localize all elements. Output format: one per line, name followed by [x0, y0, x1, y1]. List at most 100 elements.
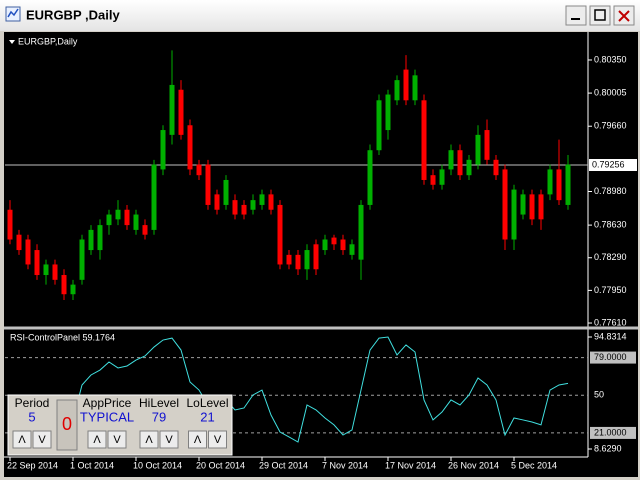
candle-body	[349, 244, 355, 255]
button-label: V	[165, 434, 173, 446]
candle-body	[61, 275, 67, 295]
candle-body	[565, 164, 571, 205]
level-label: 50	[594, 390, 604, 400]
price-tick-label: 0.77610	[594, 317, 627, 327]
chart-menu-arrow[interactable]	[9, 40, 15, 44]
candle-body	[115, 209, 121, 220]
candle-body	[493, 159, 499, 176]
current-price-label: 0.79256	[592, 159, 625, 169]
field-label: LoLevel	[186, 396, 228, 410]
candle-body	[502, 169, 508, 240]
close-button[interactable]	[613, 5, 635, 26]
candle-body	[160, 130, 166, 170]
candle-body	[385, 94, 391, 131]
down-button[interactable]: V	[208, 430, 227, 449]
button-face	[12, 430, 32, 449]
time-tick-label: 22 Sep 2014	[7, 460, 58, 470]
rsi-tick-label: 8.6290	[594, 443, 622, 453]
candle-body	[484, 130, 490, 160]
time-tick-label: 26 Nov 2014	[448, 460, 499, 470]
title-bar	[0, 0, 640, 31]
candle-body	[34, 250, 40, 276]
level-label-box	[590, 351, 636, 364]
time-tick-label: 5 Dec 2014	[511, 460, 557, 470]
candle-body	[124, 209, 130, 226]
candle-body	[286, 254, 292, 265]
chart-symbol: EURGBP,Daily	[18, 36, 78, 46]
time-tick-label: 10 Oct 2014	[133, 460, 182, 470]
axes: 0.80350 0.80005 0.79660 0.78980 0.78630 0.782…	[7, 54, 637, 470]
candle-body	[295, 254, 301, 270]
button-face	[87, 430, 107, 449]
candle-body	[70, 284, 76, 295]
up-button[interactable]: Λ	[12, 430, 32, 449]
button-label: V	[113, 434, 121, 446]
candle-body	[313, 244, 319, 270]
field-value: 5	[28, 409, 35, 424]
field-label: Period	[15, 396, 50, 410]
candle-body	[187, 125, 193, 170]
button-label: V	[214, 434, 222, 446]
button-face	[188, 430, 207, 449]
candle-body	[52, 264, 58, 280]
candle-body	[169, 84, 175, 135]
price-tick-label: 0.78630	[594, 219, 627, 229]
candle-body	[277, 204, 283, 265]
price-tick-label: 0.78290	[594, 252, 627, 262]
candle-body	[511, 189, 517, 240]
candle-body	[529, 194, 535, 220]
up-button[interactable]: Λ	[87, 430, 107, 449]
candle-body	[133, 214, 139, 230]
up-button[interactable]: Λ	[139, 430, 159, 449]
down-button[interactable]: V	[107, 430, 127, 449]
candle-body	[241, 204, 247, 215]
field-label: AppPrice	[83, 396, 132, 410]
rsi-line	[9, 336, 569, 443]
candle-body	[214, 194, 220, 210]
time-tick-label: 29 Oct 2014	[259, 460, 308, 470]
up-button[interactable]: Λ	[188, 430, 207, 449]
level-label: 79.0000	[594, 352, 627, 362]
candle-body	[268, 194, 274, 210]
candle-body	[331, 237, 337, 245]
candle-body	[7, 209, 13, 240]
reset-button[interactable]: 0	[56, 399, 78, 451]
maximize-button[interactable]	[589, 5, 611, 26]
candle-body	[538, 194, 544, 220]
candle-body	[25, 239, 31, 265]
down-button[interactable]: V	[159, 430, 179, 449]
candle-body	[448, 150, 454, 170]
price-tick-label: 0.77950	[594, 285, 627, 295]
candle-body	[475, 134, 481, 165]
candle-body	[16, 234, 22, 251]
button-label: Λ	[18, 434, 26, 446]
candle-body	[340, 239, 346, 251]
field-value: 21	[200, 409, 214, 424]
candle-body	[367, 150, 373, 205]
time-tick-label: 1 Oct 2014	[70, 460, 114, 470]
candle-body	[421, 100, 427, 180]
minimize-button[interactable]	[565, 5, 587, 26]
candle-body	[403, 69, 409, 101]
candle-body	[394, 80, 400, 101]
candle-body	[151, 164, 157, 230]
candle-body	[97, 225, 103, 251]
candle-body	[520, 194, 526, 215]
candle-body	[106, 214, 112, 226]
time-tick-label: 17 Nov 2014	[385, 460, 436, 470]
candle-body	[457, 150, 463, 176]
candle-body	[88, 229, 94, 251]
candle-body	[250, 200, 256, 210]
button-label: Λ	[93, 434, 101, 446]
candle-body	[322, 239, 328, 251]
time-tick-label: 7 Nov 2014	[322, 460, 368, 470]
button-label: 0	[62, 414, 72, 434]
candle-body	[556, 169, 562, 201]
candle-body	[43, 264, 49, 276]
down-button[interactable]: V	[32, 430, 52, 449]
candle-body	[466, 159, 472, 176]
level-label: 21.0000	[594, 427, 627, 437]
candle-body	[430, 175, 436, 185]
